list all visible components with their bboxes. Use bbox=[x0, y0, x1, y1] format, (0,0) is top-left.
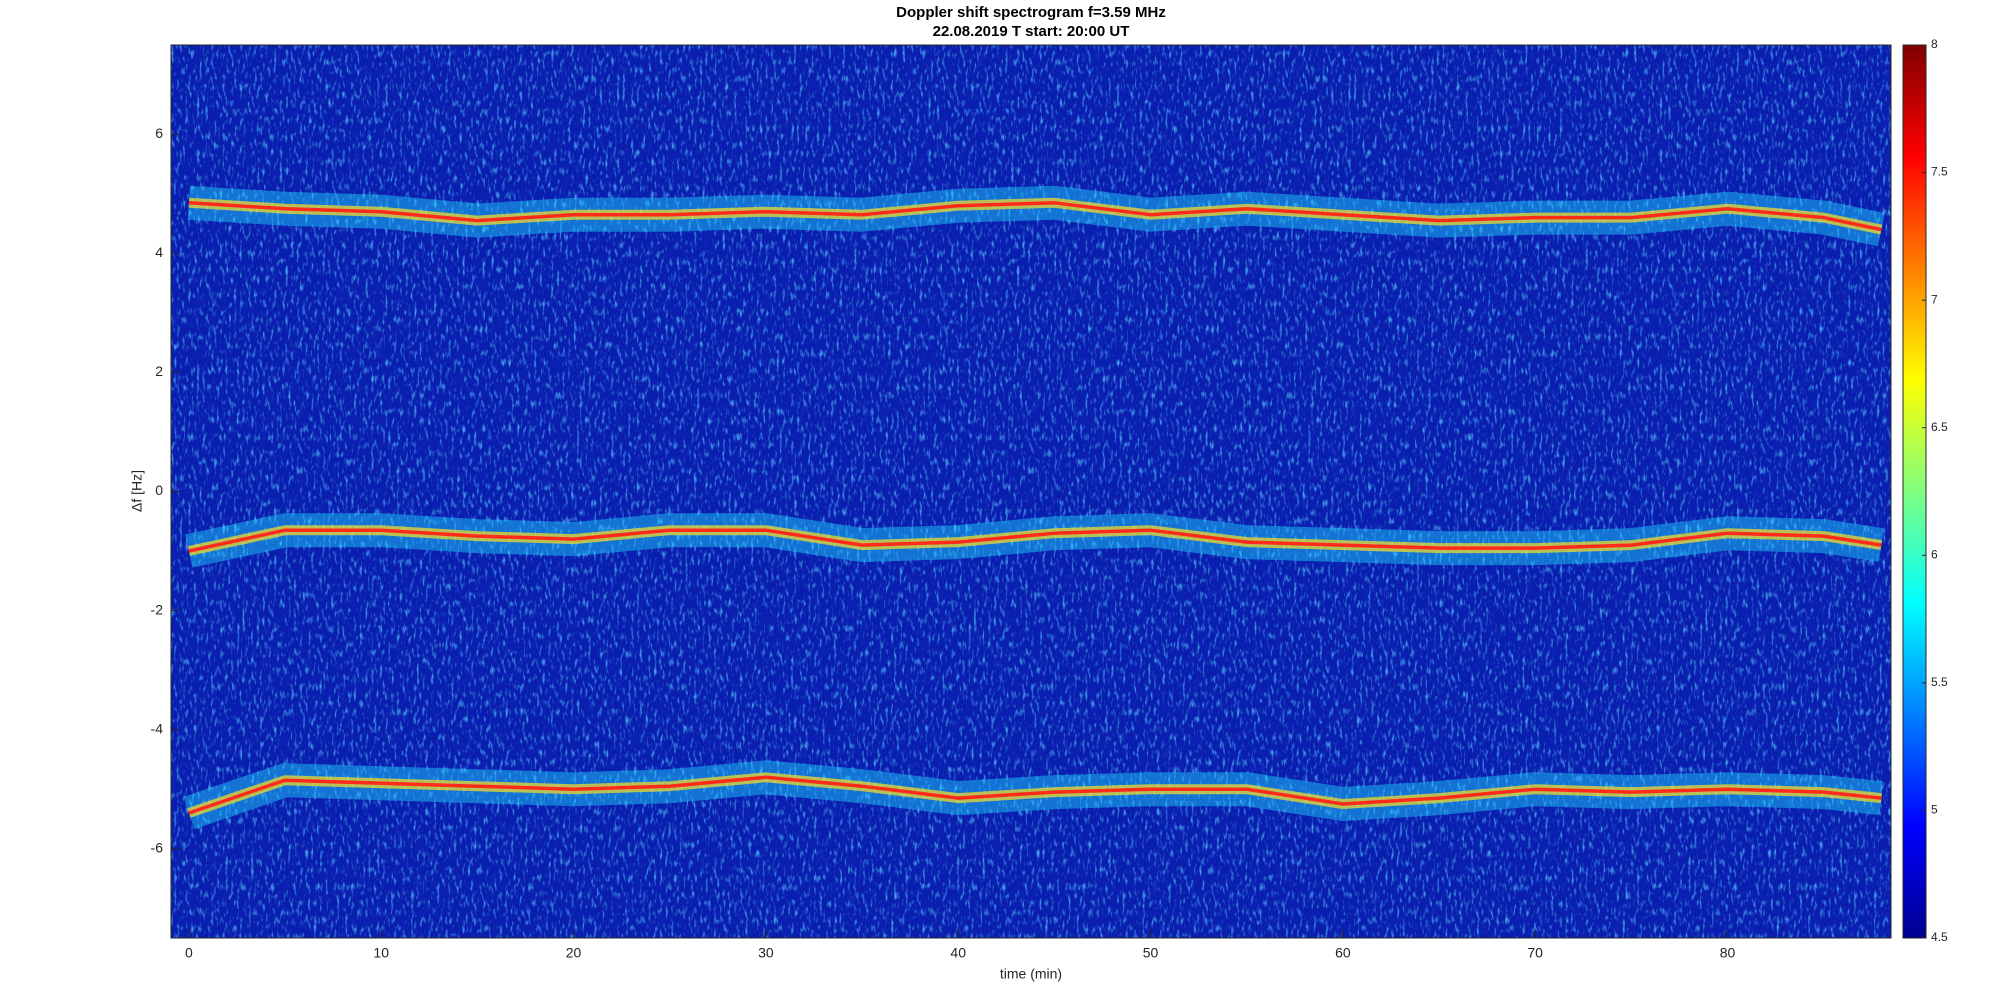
y-tick-label: -2 bbox=[151, 601, 164, 617]
x-tick-label: 0 bbox=[185, 945, 193, 961]
chart-subtitle: 22.08.2019 T start: 20:00 UT bbox=[933, 23, 1130, 40]
trace bbox=[188, 201, 1882, 232]
colorbar-tick-label: 5 bbox=[1931, 803, 1938, 817]
y-tick-label: 2 bbox=[155, 363, 163, 379]
chart-title: Doppler shift spectrogram f=3.59 MHz bbox=[896, 4, 1166, 21]
x-tick-label: 30 bbox=[758, 945, 774, 961]
trace bbox=[188, 528, 1882, 553]
x-tick-label: 20 bbox=[566, 945, 582, 961]
x-tick-label: 50 bbox=[1143, 945, 1159, 961]
y-tick-label: 6 bbox=[155, 125, 163, 141]
colorbar-tick-label: 7 bbox=[1931, 292, 1938, 306]
x-tick-label: 70 bbox=[1527, 945, 1543, 961]
colorbar-tick-label: 7.5 bbox=[1931, 165, 1948, 179]
x-tick-label: 40 bbox=[950, 945, 966, 961]
y-tick-label: 4 bbox=[155, 244, 163, 260]
x-tick-label: 80 bbox=[1720, 945, 1736, 961]
colorbar-tick-label: 8 bbox=[1931, 37, 1938, 51]
trace bbox=[188, 775, 1882, 815]
y-axis-label: Δf [Hz] bbox=[129, 470, 145, 512]
colorbar bbox=[1902, 44, 1927, 939]
y-tick-label: -6 bbox=[151, 839, 164, 855]
y-tick-label: 0 bbox=[155, 482, 163, 498]
colorbar-tick-label: 6 bbox=[1931, 547, 1938, 561]
x-tick-label: 60 bbox=[1335, 945, 1351, 961]
colorbar-tick-label: 5.5 bbox=[1931, 675, 1948, 689]
x-tick-label: 10 bbox=[373, 945, 389, 961]
x-axis-label: time (min) bbox=[1000, 966, 1062, 982]
colorbar-tick-label: 6.5 bbox=[1931, 420, 1948, 434]
colorbar-tick-label: 4.5 bbox=[1931, 930, 1948, 944]
y-tick-label: -4 bbox=[151, 720, 164, 736]
